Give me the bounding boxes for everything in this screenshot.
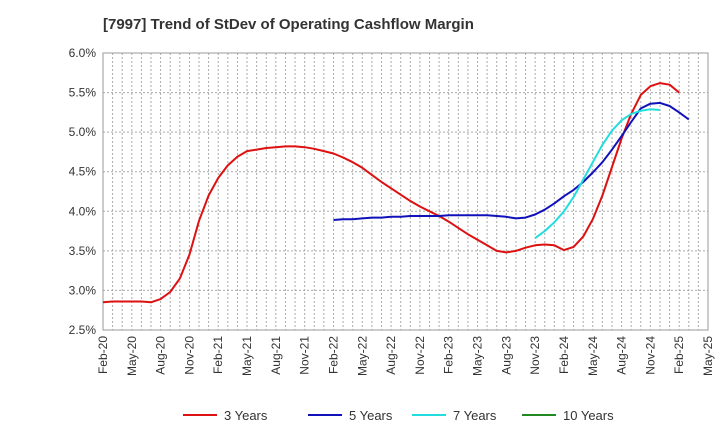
x-tick-label: Feb-21 (211, 336, 225, 374)
x-axis: Feb-20 May-20 Aug-20 Nov-20 Feb-21 May-21 Aug-… (96, 336, 715, 376)
y-tick-label: 4.0% (69, 204, 97, 218)
y-tick-label: 6.0% (69, 46, 97, 60)
legend: 3 Years 5 Years 7 Years 10 Years (183, 408, 614, 423)
x-tick-label: Aug-24 (615, 336, 629, 375)
y-tick-label: 3.5% (69, 244, 97, 258)
x-tick-label: Feb-25 (672, 336, 686, 374)
legend-label: 7 Years (453, 408, 497, 423)
series-line-3-years (102, 82, 680, 304)
y-tick-label: 4.5% (69, 165, 97, 179)
chart-title: [7997] Trend of StDev of Operating Cashf… (103, 16, 474, 33)
x-tick-label: Feb-23 (442, 336, 456, 374)
x-tick-label: May-25 (701, 336, 715, 376)
x-tick-label: Nov-22 (413, 336, 427, 375)
x-tick-label: Feb-20 (96, 336, 110, 374)
legend-label: 5 Years (349, 408, 393, 423)
x-tick-label: Feb-24 (557, 336, 571, 374)
series-line-5-years (333, 101, 690, 221)
y-tick-label: 5.5% (69, 86, 97, 100)
x-tick-label: Nov-21 (298, 336, 312, 375)
x-tick-label: Nov-23 (528, 336, 542, 375)
y-tick-label: 5.0% (69, 125, 97, 139)
x-tick-label: Aug-22 (384, 336, 398, 375)
x-tick-label: Aug-21 (269, 336, 283, 375)
legend-label: 3 Years (224, 408, 268, 423)
x-tick-label: Nov-24 (643, 336, 657, 375)
x-tick-label: May-24 (586, 336, 600, 376)
x-tick-label: May-23 (471, 336, 485, 376)
y-tick-label: 3.0% (69, 283, 97, 297)
series-lines (102, 82, 690, 304)
x-tick-label: Aug-23 (499, 336, 513, 375)
x-tick-label: Nov-20 (182, 336, 196, 375)
x-tick-label: Aug-20 (154, 336, 168, 375)
legend-label: 10 Years (563, 408, 614, 423)
plot-area-border (102, 52, 709, 331)
x-tick-label: May-22 (355, 336, 369, 376)
grid (103, 53, 708, 330)
x-tick-label: May-20 (125, 336, 139, 376)
series-line-7-years (534, 108, 661, 240)
y-axis: 2.5% 3.0% 3.5% 4.0% 4.5% 5.0% 5.5% 6.0% (69, 46, 97, 337)
x-tick-label: Feb-22 (326, 336, 340, 374)
y-tick-label: 2.5% (69, 323, 97, 337)
x-tick-label: May-21 (240, 336, 254, 376)
